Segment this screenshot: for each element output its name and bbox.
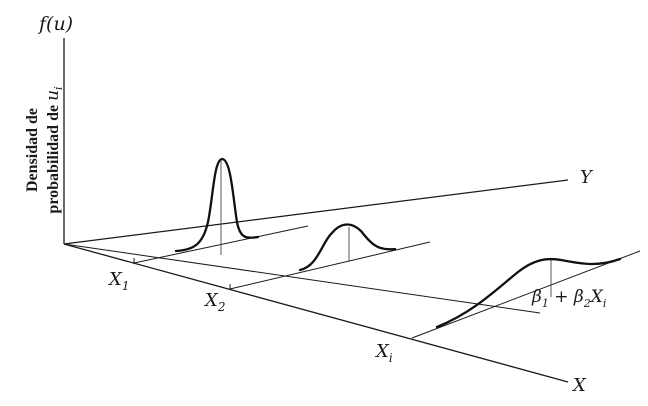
x1-label: X1 xyxy=(107,269,129,293)
x2-label: X2 xyxy=(203,290,225,314)
regression-line-label: β1 + β2Xi xyxy=(531,287,606,310)
density-label-line1: Densidad de xyxy=(24,108,41,192)
y-axis-line xyxy=(63,179,569,245)
regression-line xyxy=(63,243,541,314)
f-u-axis-label: f(u) xyxy=(37,13,73,35)
density-axis-description-2: probabilidad de ui xyxy=(43,86,65,213)
density-curve-x1 xyxy=(174,157,260,253)
y-axis-label: Y xyxy=(580,167,594,188)
xi-label: Xi xyxy=(374,341,393,365)
density-curve-xi xyxy=(435,257,622,329)
baseline-x2 xyxy=(229,241,431,290)
density-label-line2: probabilidad de ui xyxy=(43,86,65,213)
baseline-xi xyxy=(411,250,641,339)
density-axis-description: Densidad de xyxy=(24,108,41,192)
x-axis-label: X xyxy=(571,375,587,396)
x-axis-line xyxy=(63,243,569,383)
density-curve-x2 xyxy=(298,223,397,272)
